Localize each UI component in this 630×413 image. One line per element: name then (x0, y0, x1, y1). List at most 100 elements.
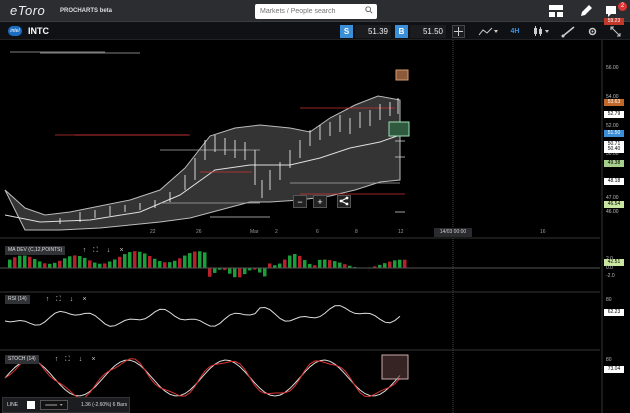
histogram-bar (323, 259, 327, 268)
candles-icon[interactable] (532, 25, 552, 38)
histogram-bar (348, 265, 352, 268)
draw-tools-icon[interactable] (561, 25, 577, 38)
time-axis-label: 22 (150, 229, 156, 235)
line-style-selector[interactable] (40, 400, 68, 410)
histogram-bar (43, 263, 47, 268)
histogram-bar (33, 259, 37, 268)
rsi-line (4, 305, 401, 327)
buy-price[interactable]: 51.50 (410, 25, 446, 38)
price-tag: 49.38 (604, 160, 624, 168)
histogram-bar (48, 263, 52, 268)
search-input[interactable] (255, 4, 377, 19)
stoch-indicator-title[interactable]: STOCH (14) (5, 355, 39, 364)
time-axis-label: Mar (250, 229, 259, 235)
histogram-bar (373, 266, 377, 268)
expand-icon[interactable]: ⛶ (65, 356, 70, 363)
share-icon (339, 196, 349, 206)
line-color-swatch[interactable] (27, 401, 35, 409)
pencil-icon[interactable] (578, 3, 594, 19)
line-tool-panel[interactable]: LINE 1.36 (-2.60%) 6 Bars (2, 397, 130, 413)
histogram-bar (173, 260, 177, 268)
histogram-bar (23, 255, 27, 268)
time-axis-label: 2 (275, 229, 278, 235)
histogram-bar (148, 256, 152, 268)
move-down-icon[interactable]: ↓ (78, 356, 83, 363)
buy-button[interactable]: B (395, 25, 408, 38)
intel-logo: intel (8, 26, 22, 36)
fullscreen-icon[interactable] (609, 25, 622, 38)
entry-box (388, 121, 410, 137)
madev-axis-label: 0.0 (606, 265, 613, 271)
histogram-bar (158, 261, 162, 268)
histogram-bar (198, 251, 202, 268)
histogram-bar (218, 268, 222, 270)
stoch-axis-label: 80 (606, 357, 612, 363)
madev-axis-label: -2.0 (606, 273, 615, 279)
histogram-bar (168, 262, 172, 268)
chart-toolbar: intel INTC S 51.39 B 51.50 4H (0, 22, 630, 40)
instrument-name[interactable]: INTC (28, 26, 49, 36)
zoom-in-button[interactable]: + (313, 195, 327, 208)
histogram-bar (93, 262, 97, 268)
madev-indicator-title[interactable]: MA DEV (C,12,POINTS) (5, 246, 66, 255)
etoro-logo[interactable]: eToro (10, 3, 46, 18)
move-up-icon[interactable]: ↑ (82, 247, 87, 254)
move-up-icon[interactable]: ↑ (45, 296, 50, 303)
interval-selector[interactable]: 4H (510, 28, 520, 35)
histogram-bar (13, 257, 17, 268)
histogram-bar (318, 259, 322, 268)
histogram-bar (83, 257, 87, 268)
share-button[interactable] (337, 195, 351, 208)
notifications-icon[interactable] (603, 3, 619, 19)
close-icon[interactable]: × (91, 356, 96, 363)
histogram-bar (328, 260, 332, 268)
histogram-bar (108, 261, 112, 268)
close-icon[interactable]: × (119, 247, 124, 254)
histogram-bar (263, 268, 267, 277)
move-up-icon[interactable]: ↑ (54, 356, 59, 363)
histogram-bar (243, 268, 247, 275)
histogram-bar (163, 262, 167, 268)
histogram-bar (68, 256, 72, 268)
histogram-bar (8, 259, 12, 268)
stoch-d-line (4, 356, 401, 399)
histogram-bar (283, 259, 287, 268)
expand-icon[interactable]: ⛶ (56, 296, 61, 303)
histogram-bar (18, 255, 22, 268)
price-axis-label: 50.00 (606, 151, 619, 158)
zoom-out-button[interactable]: − (293, 195, 307, 208)
move-down-icon[interactable]: ↓ (106, 247, 111, 254)
histogram-bar (38, 261, 42, 268)
move-down-icon[interactable]: ↓ (69, 296, 74, 303)
histogram-bar (88, 260, 92, 268)
price-tag: 50.71 (604, 141, 624, 149)
histogram-bar (313, 265, 317, 268)
histogram-bar (248, 268, 252, 271)
histogram-bar (128, 252, 132, 268)
search-icon[interactable] (365, 6, 373, 14)
layout-icon[interactable] (548, 3, 564, 19)
histogram-bar (403, 259, 407, 268)
histogram-bar (138, 251, 142, 268)
histogram-bar (203, 252, 207, 268)
histogram-bar (103, 263, 107, 268)
close-icon[interactable]: × (82, 296, 87, 303)
time-axis-label: 6 (316, 229, 319, 235)
price-tag: 42.51 (604, 259, 624, 267)
indicators-icon[interactable] (478, 25, 498, 38)
crosshair-icon[interactable] (452, 25, 465, 38)
rsi-indicator-title[interactable]: RSI (14) (5, 295, 30, 304)
top-bar: eToro PROCHARTS beta 2 (0, 0, 630, 22)
expand-icon[interactable]: ⛶ (93, 247, 98, 254)
crosshair-time-label: 14/03 00:00 (434, 228, 472, 237)
sell-button[interactable]: S (340, 25, 353, 38)
price-axis-label: 47.00 (606, 194, 619, 201)
histogram-bar (388, 261, 392, 268)
price-tag: 59.23 (604, 18, 624, 26)
price-axis-label: 56.00 (606, 65, 619, 71)
histogram-bar (308, 263, 312, 268)
sell-price[interactable]: 51.39 (355, 25, 391, 38)
time-axis-label: 12 (398, 229, 404, 235)
histogram-bar (238, 268, 242, 278)
settings-icon[interactable] (586, 25, 599, 38)
